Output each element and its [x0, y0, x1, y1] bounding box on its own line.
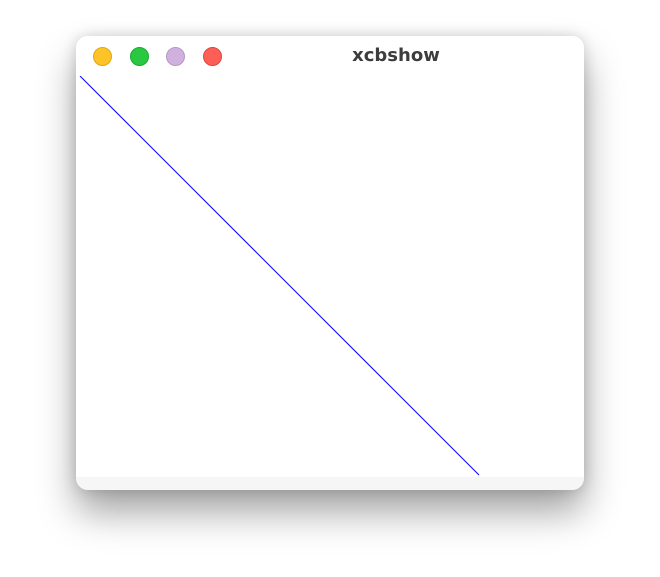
- extra-window-button[interactable]: [166, 47, 185, 66]
- minimize-button[interactable]: [93, 47, 112, 66]
- close-button[interactable]: [203, 47, 222, 66]
- canvas-svg: [79, 76, 480, 476]
- title-bar[interactable]: xcbshow: [76, 36, 584, 76]
- window-title: xcbshow: [352, 45, 440, 66]
- diagonal-line: [79, 76, 480, 476]
- maximize-button[interactable]: [130, 47, 149, 66]
- status-bar: [76, 477, 584, 490]
- app-window: xcbshow: [76, 36, 584, 490]
- drawing-canvas[interactable]: [76, 76, 584, 476]
